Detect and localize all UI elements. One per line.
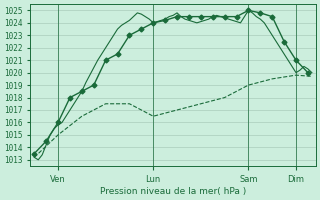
X-axis label: Pression niveau de la mer( hPa ): Pression niveau de la mer( hPa ) xyxy=(100,187,246,196)
